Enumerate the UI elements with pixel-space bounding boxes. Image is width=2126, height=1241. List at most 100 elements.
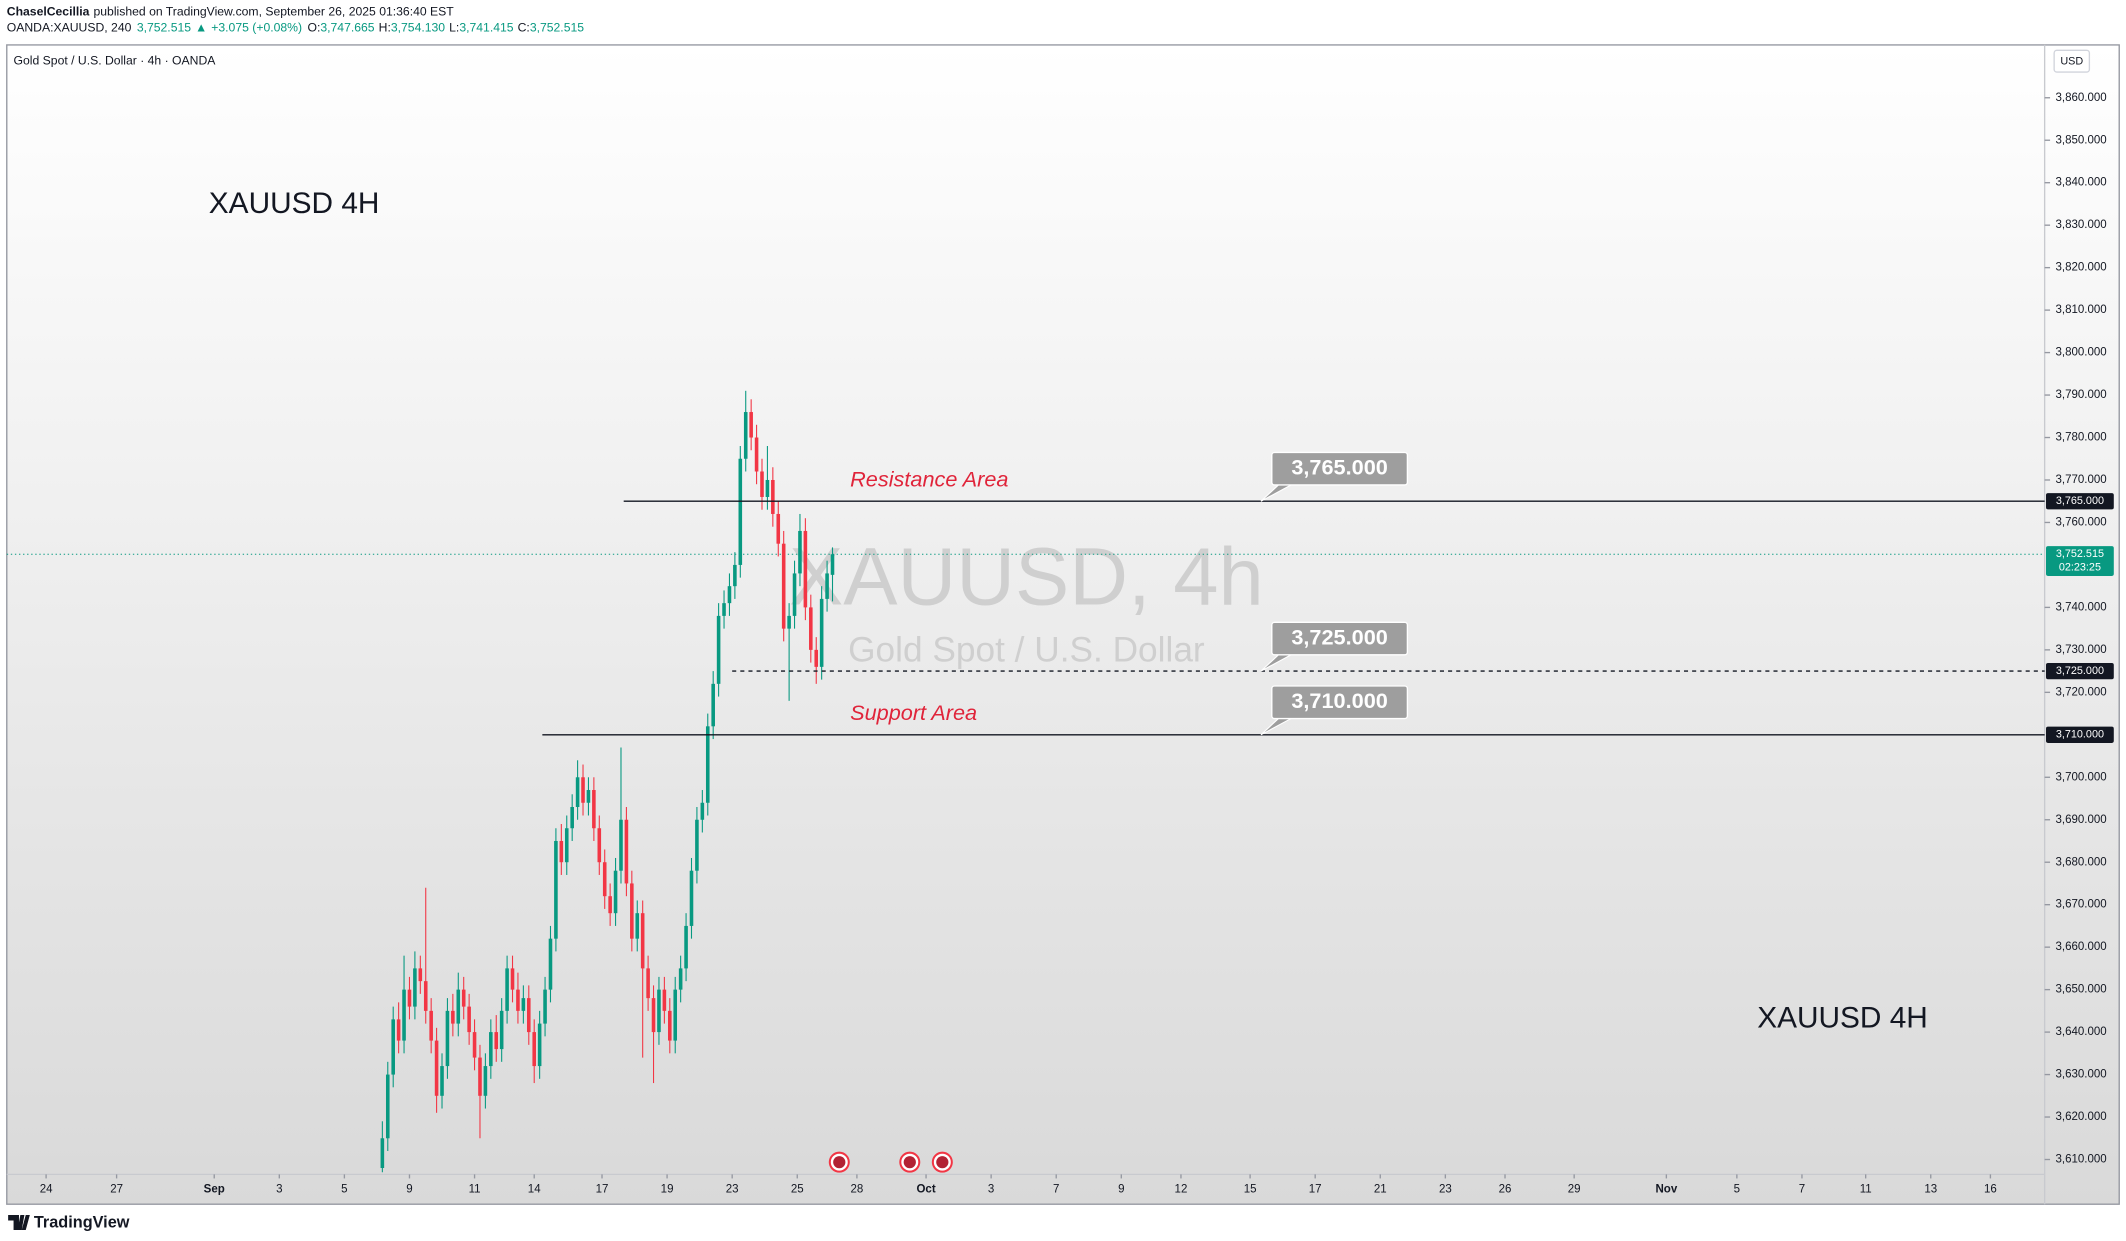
ohlc-key: C: xyxy=(518,21,530,35)
published: published on TradingView.com, September … xyxy=(94,5,455,19)
y-tick-label: 3,860.000 xyxy=(2055,92,2106,104)
x-tick-label: 29 xyxy=(1568,1183,1581,1195)
candle-body xyxy=(526,998,531,1033)
candle-body xyxy=(537,1023,542,1067)
candle-body xyxy=(548,938,553,990)
ohlc-value: 3,752.515 xyxy=(530,21,584,35)
currency-box[interactable] xyxy=(2053,49,2091,73)
y-tick-label: 3,760.000 xyxy=(2055,517,2106,529)
x-tick-label: 11 xyxy=(1860,1183,1872,1195)
candle-body xyxy=(695,819,699,871)
watermark: XAUUSD, 4h xyxy=(789,532,1264,623)
y-tick-label: 3,790.000 xyxy=(2055,389,2106,401)
y-tick-label: 3,640.000 xyxy=(2055,1026,2106,1038)
header-line-2: OANDA:XAUUSD, 240 3,752.515 ▲ +3.075 (+0.08… xyxy=(7,21,584,35)
candle-body xyxy=(765,479,770,497)
candle-body xyxy=(499,1010,504,1050)
axis-tag-label: 3,725.000 xyxy=(2056,665,2104,677)
logo-mark xyxy=(8,1215,30,1230)
candle-body xyxy=(559,840,564,863)
candle-body xyxy=(825,573,829,599)
level-annotation: Resistance Area xyxy=(850,467,1008,492)
x-tick-label: 7 xyxy=(1799,1183,1805,1195)
ohlc-key: H: xyxy=(379,21,391,35)
y-tick-label: 3,800.000 xyxy=(2055,347,2106,359)
candle-body xyxy=(586,790,591,803)
candle-body xyxy=(771,479,775,514)
x-tick-label: 12 xyxy=(1175,1183,1188,1195)
candle-body xyxy=(684,925,688,969)
candle-body xyxy=(429,1010,433,1041)
callout-label: 3,725.000 xyxy=(1291,624,1387,649)
candle-body xyxy=(738,458,743,565)
author: ChaselCecillia xyxy=(7,5,90,19)
candle-body xyxy=(662,989,667,1011)
y-tick-label: 3,820.000 xyxy=(2055,262,2106,274)
axis-tag-label: 3,710.000 xyxy=(2056,729,2104,741)
callout-label: 3,710.000 xyxy=(1291,688,1387,713)
x-tick-label: 16 xyxy=(1984,1183,1997,1195)
x-tick-label: 5 xyxy=(341,1183,347,1195)
candle-body xyxy=(461,989,466,1007)
x-tick-label: 24 xyxy=(40,1183,53,1195)
watermark-subtitle: Gold Spot / U.S. Dollar xyxy=(848,631,1205,670)
y-tick-label: 3,740.000 xyxy=(2055,601,2106,613)
x-tick-label: 19 xyxy=(661,1183,674,1195)
arrow: ▲ xyxy=(195,21,207,35)
ohlc-value: 3,741.415 xyxy=(459,21,513,35)
x-tick-label: 14 xyxy=(528,1183,541,1195)
x-tick-label: 15 xyxy=(1244,1183,1257,1195)
candle-body xyxy=(711,683,715,727)
candle-body xyxy=(830,554,835,575)
x-tick-label: 23 xyxy=(726,1183,739,1195)
y-tick-label: 3,630.000 xyxy=(2055,1069,2106,1081)
x-tick-label: 25 xyxy=(791,1183,804,1195)
y-tick-label: 3,830.000 xyxy=(2055,219,2106,231)
header-line-1: ChaselCecillia published on TradingView.c… xyxy=(7,5,454,19)
candles xyxy=(380,390,835,1173)
candle-body xyxy=(776,513,781,544)
candle-body xyxy=(640,913,645,969)
candle-body xyxy=(472,1032,477,1058)
y-tick-label: 3,690.000 xyxy=(2055,814,2106,826)
ohlc-key: L: xyxy=(449,21,459,35)
current-price-label: 3,752.515 xyxy=(2056,548,2104,560)
currency[interactable]: USD xyxy=(2060,56,2083,68)
last: 3,752.515 xyxy=(137,21,191,35)
note: XAUUSD 4H xyxy=(209,187,380,220)
x-tick-label: 23 xyxy=(1439,1183,1452,1195)
x-tick-label: Sep xyxy=(204,1183,225,1195)
candle-body xyxy=(733,564,737,587)
candle-body xyxy=(570,807,574,829)
x-tick-label: 26 xyxy=(1499,1183,1512,1195)
candle-body xyxy=(423,981,428,1011)
candle-body xyxy=(489,1032,493,1067)
axis-tag xyxy=(2046,662,2114,680)
axis-tag xyxy=(2046,726,2114,743)
candle-body xyxy=(575,777,580,808)
candle-body xyxy=(440,1066,444,1096)
candle-body xyxy=(597,828,602,863)
countdown-label: 02:23:25 xyxy=(2059,562,2101,574)
candle-body xyxy=(819,598,824,667)
x-tick-label: 21 xyxy=(1374,1183,1387,1195)
candle-body xyxy=(543,989,547,1024)
y-tick-label: 3,840.000 xyxy=(2055,177,2106,189)
candle-body xyxy=(467,1006,471,1033)
candle-body xyxy=(516,989,520,1011)
y-tick-label: 3,730.000 xyxy=(2055,644,2106,656)
x-tick-label: 13 xyxy=(1924,1183,1937,1195)
candle-body xyxy=(798,530,802,574)
candle-body xyxy=(657,989,661,1033)
candle-body xyxy=(510,968,515,990)
candle-body xyxy=(651,998,656,1033)
y-tick-label: 3,680.000 xyxy=(2055,856,2106,868)
event-icons[interactable] xyxy=(828,1151,953,1173)
candle-body xyxy=(809,607,813,650)
candle-body xyxy=(754,437,759,472)
event-flag xyxy=(903,1156,916,1169)
candle-body xyxy=(602,862,607,897)
candle-body xyxy=(521,998,526,1011)
candle-body xyxy=(380,1138,385,1169)
